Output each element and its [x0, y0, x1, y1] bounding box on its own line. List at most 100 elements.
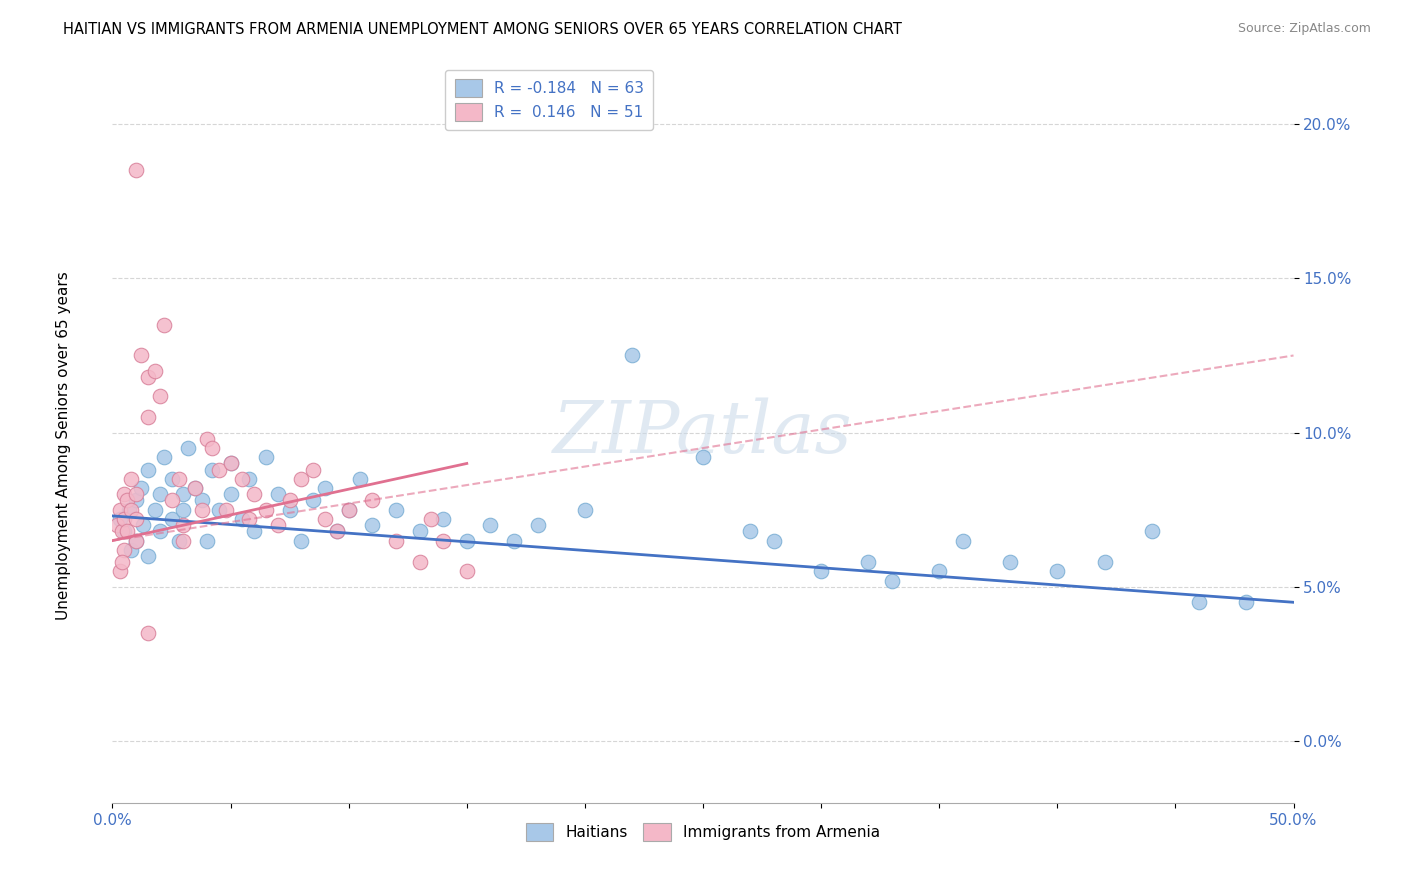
Point [108, 502, 131, 516]
Point [125, 512, 148, 526]
Point [172, 533, 194, 548]
Point [208, 502, 231, 516]
Point [215, 502, 238, 516]
Point [191, 493, 214, 508]
Point [810, 565, 832, 579]
Point [349, 472, 371, 486]
Text: Unemployment Among Seniors over 65 years: Unemployment Among Seniors over 65 years [56, 272, 70, 620]
Point [432, 512, 454, 526]
Point [1234, 595, 1257, 609]
Point [125, 493, 148, 508]
Point [302, 493, 325, 508]
Point [120, 472, 142, 486]
Point [136, 626, 159, 640]
Point [112, 542, 135, 557]
Point [267, 518, 290, 533]
Point [136, 370, 159, 384]
Point [153, 318, 176, 332]
Point [361, 493, 384, 508]
Point [120, 542, 142, 557]
Point [125, 487, 148, 501]
Point [337, 502, 360, 516]
Point [172, 487, 194, 501]
Text: Source: ZipAtlas.com: Source: ZipAtlas.com [1237, 22, 1371, 36]
Point [479, 518, 502, 533]
Point [108, 565, 131, 579]
Point [105, 518, 128, 533]
Point [112, 487, 135, 501]
Point [184, 481, 207, 495]
Point [129, 349, 152, 363]
Point [503, 533, 526, 548]
Point [385, 502, 408, 516]
Point [219, 457, 242, 471]
Point [195, 533, 218, 548]
Point [231, 472, 253, 486]
Point [231, 512, 253, 526]
Point [201, 462, 224, 476]
Point [125, 163, 148, 178]
Point [326, 524, 349, 539]
Point [254, 450, 277, 465]
Point [132, 518, 155, 533]
Point [314, 481, 336, 495]
Point [129, 481, 152, 495]
Point [420, 512, 443, 526]
Point [120, 502, 142, 516]
Point [111, 555, 134, 569]
Point [143, 502, 166, 516]
Point [219, 487, 242, 501]
Point [112, 512, 135, 526]
Point [1188, 595, 1211, 609]
Point [149, 487, 172, 501]
Point [740, 524, 762, 539]
Point [143, 364, 166, 378]
Point [267, 487, 290, 501]
Point [191, 502, 214, 516]
Point [167, 533, 190, 548]
Point [160, 472, 183, 486]
Point [115, 524, 138, 539]
Point [118, 502, 141, 516]
Point [136, 462, 159, 476]
Point [112, 524, 135, 539]
Point [219, 457, 242, 471]
Point [167, 472, 190, 486]
Point [153, 450, 176, 465]
Point [526, 518, 548, 533]
Point [952, 533, 974, 548]
Point [326, 524, 349, 539]
Text: HAITIAN VS IMMIGRANTS FROM ARMENIA UNEMPLOYMENT AMONG SENIORS OVER 65 YEARS CORR: HAITIAN VS IMMIGRANTS FROM ARMENIA UNEMP… [63, 22, 903, 37]
Point [108, 512, 131, 526]
Point [136, 410, 159, 425]
Point [238, 512, 260, 526]
Point [621, 349, 644, 363]
Point [290, 472, 312, 486]
Point [111, 524, 134, 539]
Point [177, 441, 200, 455]
Point [290, 533, 312, 548]
Point [243, 524, 266, 539]
Point [136, 549, 159, 563]
Point [928, 565, 950, 579]
Point [149, 389, 172, 403]
Point [125, 533, 148, 548]
Point [160, 512, 183, 526]
Point [278, 493, 301, 508]
Point [998, 555, 1021, 569]
Point [574, 502, 596, 516]
Point [238, 472, 260, 486]
Point [201, 441, 224, 455]
Point [762, 533, 785, 548]
Point [314, 512, 336, 526]
Point [172, 502, 194, 516]
Point [1094, 555, 1116, 569]
Point [160, 493, 183, 508]
Point [278, 502, 301, 516]
Point [302, 462, 325, 476]
Point [456, 565, 478, 579]
Text: ZIPatlas: ZIPatlas [553, 397, 853, 468]
Point [858, 555, 880, 569]
Point [254, 502, 277, 516]
Point [115, 493, 138, 508]
